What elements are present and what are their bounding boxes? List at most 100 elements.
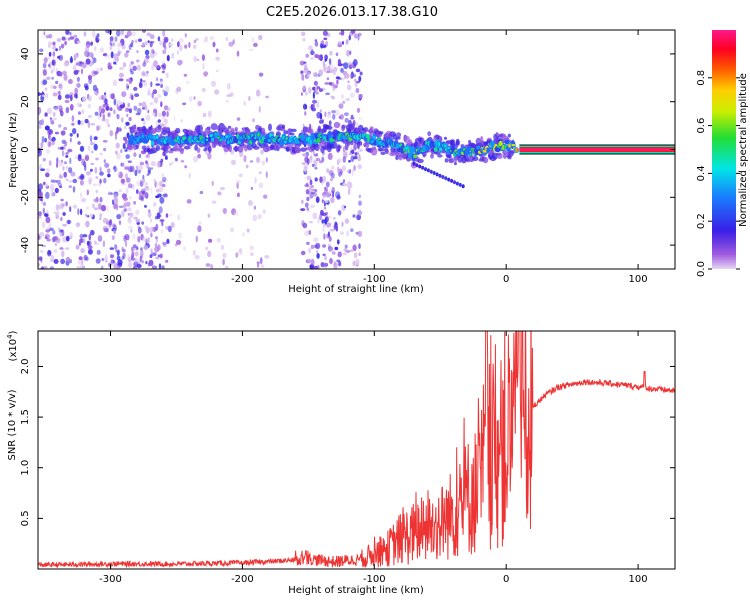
snr-multiplier-exp: 4 xyxy=(6,334,14,339)
noise-speckle xyxy=(111,40,116,48)
noise-speckle xyxy=(137,169,141,174)
noise-speckle xyxy=(322,175,327,183)
noise-speckle xyxy=(333,66,338,72)
noise-speckle xyxy=(153,60,158,68)
noise-speckle xyxy=(103,257,109,261)
noise-speckle xyxy=(184,165,188,169)
noise-speckle xyxy=(346,181,352,189)
noise-speckle xyxy=(43,265,48,269)
noise-speckle xyxy=(159,196,165,204)
x-tick-label: -100 xyxy=(363,574,386,585)
noise-speckle xyxy=(103,177,107,184)
noise-speckle xyxy=(309,50,315,55)
noise-speckle xyxy=(314,177,318,182)
noise-speckle xyxy=(142,179,145,184)
noise-speckle xyxy=(50,84,54,89)
noise-speckle xyxy=(358,200,362,206)
ridge-halo xyxy=(210,123,218,131)
noise-speckle xyxy=(258,106,261,113)
noise-speckle xyxy=(80,61,84,65)
spectrogram-ridge xyxy=(126,121,675,189)
noise-speckle xyxy=(350,116,355,120)
noise-speckle xyxy=(302,153,308,157)
ridge-halo xyxy=(417,158,424,164)
noise-speckle xyxy=(347,80,350,84)
noise-speckle xyxy=(341,221,344,227)
noise-speckle xyxy=(72,186,76,193)
noise-speckle xyxy=(315,196,320,203)
noise-speckle xyxy=(60,258,65,265)
noise-speckle xyxy=(196,58,200,62)
ridge-core-bright xyxy=(141,134,145,139)
noise-speckle xyxy=(331,186,336,194)
noise-speckle xyxy=(193,55,197,63)
noise-speckle xyxy=(337,210,342,216)
noise-speckle xyxy=(62,70,67,76)
noise-speckle xyxy=(52,117,57,121)
noise-speckle xyxy=(243,155,247,163)
noise-speckle xyxy=(146,32,152,37)
ridge-halo xyxy=(396,132,402,138)
y-tick-label: 2.0 xyxy=(20,358,31,374)
noise-speckle xyxy=(38,107,42,115)
noise-speckle xyxy=(180,119,184,123)
noise-speckle xyxy=(77,260,82,265)
noise-speckle xyxy=(87,95,92,102)
noise-speckle xyxy=(314,166,318,170)
snr-multiplier-close: ) xyxy=(8,330,19,334)
noise-speckle xyxy=(332,84,336,92)
noise-speckle xyxy=(215,48,219,53)
noise-speckle xyxy=(80,68,84,75)
noise-speckle xyxy=(308,185,312,194)
noise-speckle xyxy=(210,263,214,269)
noise-speckle xyxy=(319,160,323,164)
x-tick-label: 100 xyxy=(629,574,648,585)
noise-speckle xyxy=(229,227,235,233)
spectrogram-noise xyxy=(38,30,363,269)
noise-speckle xyxy=(337,41,343,47)
noise-speckle xyxy=(345,97,351,102)
noise-speckle xyxy=(128,225,134,230)
noise-speckle xyxy=(147,40,150,43)
noise-speckle xyxy=(309,179,313,186)
noise-speckle xyxy=(324,255,327,261)
noise-speckle xyxy=(127,85,130,89)
noise-speckle xyxy=(76,83,81,88)
noise-speckle xyxy=(147,211,152,218)
noise-speckle xyxy=(120,210,125,217)
noise-speckle xyxy=(119,128,122,132)
ridge-halo xyxy=(380,151,386,155)
ridge-core-bright xyxy=(150,140,155,146)
noise-speckle xyxy=(143,73,149,77)
noise-speckle xyxy=(166,111,169,118)
noise-speckle xyxy=(264,254,270,259)
noise-speckle xyxy=(262,209,266,214)
noise-speckle xyxy=(58,83,62,89)
noise-speckle xyxy=(348,61,352,66)
noise-speckle xyxy=(85,44,90,49)
ridge-halo xyxy=(196,147,201,154)
noise-speckle xyxy=(119,67,124,70)
noise-speckle xyxy=(351,169,354,177)
noise-speckle xyxy=(69,31,72,36)
noise-speckle xyxy=(331,110,336,114)
y-tick-label: 1.0 xyxy=(20,460,31,476)
noise-speckle xyxy=(109,107,113,111)
noise-speckle xyxy=(327,215,332,219)
noise-speckle xyxy=(207,110,212,118)
noise-speckle xyxy=(45,229,51,233)
noise-speckle xyxy=(161,220,164,227)
noise-speckle xyxy=(137,164,143,171)
noise-speckle xyxy=(79,233,84,239)
noise-speckle xyxy=(121,193,127,199)
noise-speckle xyxy=(114,36,118,42)
noise-speckle xyxy=(112,54,118,61)
noise-speckle xyxy=(311,191,315,195)
noise-speckle xyxy=(124,125,127,130)
noise-speckle xyxy=(325,92,330,96)
noise-speckle xyxy=(117,42,122,48)
ridge-core-bright xyxy=(225,135,229,139)
noise-speckle xyxy=(337,166,340,173)
ridge-halo xyxy=(330,141,338,149)
